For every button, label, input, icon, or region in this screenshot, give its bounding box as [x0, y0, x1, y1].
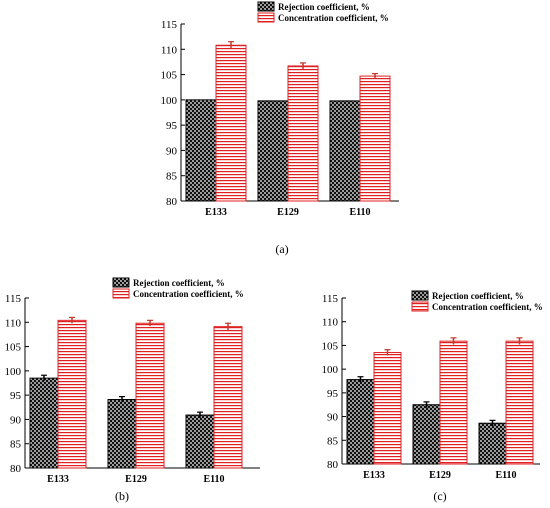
x-category-label: E129	[429, 470, 451, 481]
bar-concentration	[135, 322, 165, 469]
bar-concentration	[215, 44, 247, 202]
panel-label-a: (a)	[275, 242, 288, 256]
x-category-label: E133	[47, 474, 69, 485]
x-category-label: E110	[203, 474, 224, 485]
y-tick-label: 85	[327, 435, 339, 447]
y-tick-label: 110	[322, 317, 339, 329]
y-tick-label: 100	[322, 364, 339, 376]
y-tick-label: 85	[166, 171, 178, 183]
y-tick-label: 115	[322, 293, 339, 305]
x-category-label: E133	[205, 207, 227, 218]
y-tick-label: 110	[5, 317, 22, 329]
legend-swatch-concentration	[112, 288, 130, 299]
x-category-label: E129	[125, 474, 147, 485]
panel-label-c: (c)	[433, 489, 446, 503]
y-tick-label: 80	[327, 459, 339, 471]
bar-concentration	[373, 352, 402, 465]
x-category-label: E133	[363, 470, 385, 481]
bar-rejection	[412, 404, 441, 465]
x-category-label: E129	[277, 207, 299, 218]
y-tick-label: 90	[166, 145, 178, 157]
y-tick-label: 95	[166, 120, 178, 132]
legend-swatch-rejection	[411, 290, 429, 301]
legend-swatch-rejection	[257, 1, 275, 12]
bar-concentration	[439, 340, 468, 465]
bar-concentration	[57, 319, 87, 469]
legend-swatch-rejection	[112, 277, 130, 288]
y-tick-label: 90	[10, 414, 22, 426]
panel-label-b: (b)	[115, 489, 129, 503]
bar-rejection	[185, 99, 217, 202]
bar-rejection	[478, 422, 507, 465]
bar-concentration	[505, 340, 534, 465]
legend-label: Rejection coefficient, %	[278, 2, 370, 12]
y-tick-label: 100	[161, 95, 178, 107]
y-tick-label: 85	[10, 439, 22, 451]
chart-panel-c: 80 85 90 95 100 105 110 115 E133 E129 E110 Rejectio…	[322, 290, 543, 503]
legend-label: Concentration coefficient, %	[133, 289, 244, 299]
x-category-label: E110	[495, 470, 516, 481]
legend-label: Rejection coefficient, %	[432, 291, 524, 301]
y-tick-label: 95	[327, 388, 339, 400]
y-tick-label: 105	[161, 70, 178, 82]
legend-label: Rejection coefficient, %	[133, 278, 225, 288]
y-tick-label: 105	[5, 342, 22, 354]
y-tick-label: 100	[5, 366, 22, 378]
y-tick-label: 80	[10, 463, 22, 475]
bar-rejection	[346, 379, 375, 465]
y-tick-label: 105	[322, 340, 339, 352]
chart-panel-b: 80 85 90 95 100 105 110 115 E133 E129 E110 Rejectio…	[5, 277, 260, 503]
y-tick-label: 110	[161, 44, 178, 56]
y-tick-label: 80	[166, 196, 178, 208]
bar-concentration	[287, 65, 319, 202]
bar-rejection	[107, 399, 137, 469]
legend-label: Concentration coefficient, %	[278, 13, 389, 23]
x-category-label: E110	[349, 207, 370, 218]
legend-label: Concentration coefficient, %	[432, 302, 543, 312]
bar-concentration	[359, 75, 391, 202]
bar-rejection	[329, 100, 361, 202]
bar-concentration	[213, 326, 243, 469]
bar-rejection	[185, 414, 215, 469]
bar-rejection	[29, 377, 59, 469]
y-tick-label: 90	[327, 412, 339, 424]
bar-rejection	[257, 100, 289, 202]
y-tick-label: 95	[10, 390, 22, 402]
chart-panel-a: 80 85 90 95 100 105 110 115 E133 E129 E110 Rejectio…	[161, 1, 399, 256]
legend-swatch-concentration	[257, 12, 275, 23]
y-tick-label: 115	[5, 293, 22, 305]
y-tick-label: 115	[161, 19, 178, 31]
legend-swatch-concentration	[411, 301, 429, 312]
